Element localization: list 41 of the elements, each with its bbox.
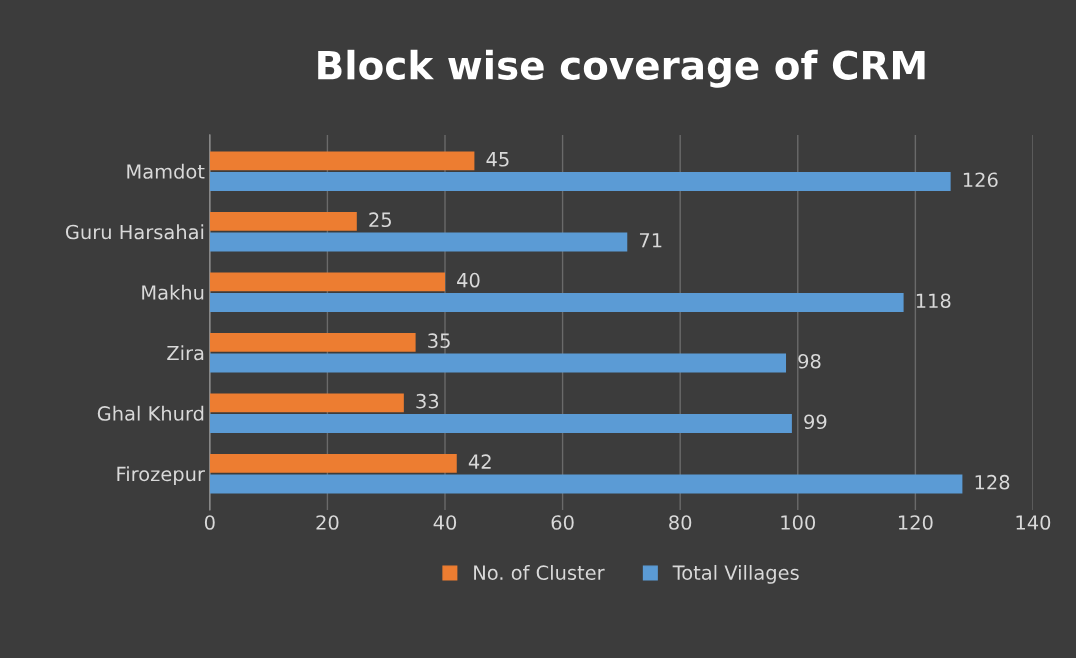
- x-tick-label: 0: [204, 515, 215, 530]
- x-tick-label: 120: [898, 515, 933, 530]
- data-label: 40: [457, 272, 480, 288]
- x-tick-label: 100: [781, 515, 816, 530]
- y-tick-label: Ghal Khurd: [97, 405, 204, 421]
- data-label: 45: [486, 152, 509, 167]
- chart-title: Block wise coverage of CRM: [318, 49, 925, 88]
- data-label: 42: [468, 454, 491, 469]
- data-label: 118: [916, 293, 951, 309]
- data-label: 25: [369, 212, 391, 228]
- bar: [209, 272, 445, 292]
- legend-label: No. of Cluster: [474, 564, 605, 581]
- data-label: 35: [428, 333, 450, 349]
- bar: [209, 353, 787, 373]
- bar: [209, 413, 792, 433]
- bar: [209, 332, 416, 352]
- bar: [209, 293, 904, 312]
- bar: [209, 232, 628, 252]
- x-tick-label: 80: [669, 515, 692, 530]
- bar: [209, 172, 951, 191]
- bar: [209, 151, 475, 171]
- bar: [209, 211, 357, 231]
- y-tick-label: Firozepur: [117, 466, 205, 486]
- y-tick-label: Mamdot: [127, 163, 205, 179]
- data-label: 71: [639, 233, 662, 248]
- data-label: 33: [416, 393, 439, 409]
- data-label: 126: [963, 172, 998, 188]
- y-tick-label: Makhu: [142, 284, 204, 300]
- bar: [209, 474, 963, 494]
- data-label: 98: [798, 353, 821, 369]
- bar: [209, 453, 457, 473]
- data-label: 99: [804, 414, 827, 430]
- x-tick-label: 140: [1016, 515, 1051, 530]
- y-tick-label: Guru Harsahai: [65, 224, 204, 240]
- x-tick-label: 20: [316, 515, 339, 530]
- legend-label: Total Villages: [672, 564, 799, 584]
- data-label: 128: [975, 474, 1010, 490]
- y-tick-label: Zira: [167, 345, 204, 361]
- x-tick-label: 60: [551, 515, 574, 530]
- x-tick-label: 40: [433, 515, 457, 530]
- bar: [209, 393, 404, 413]
